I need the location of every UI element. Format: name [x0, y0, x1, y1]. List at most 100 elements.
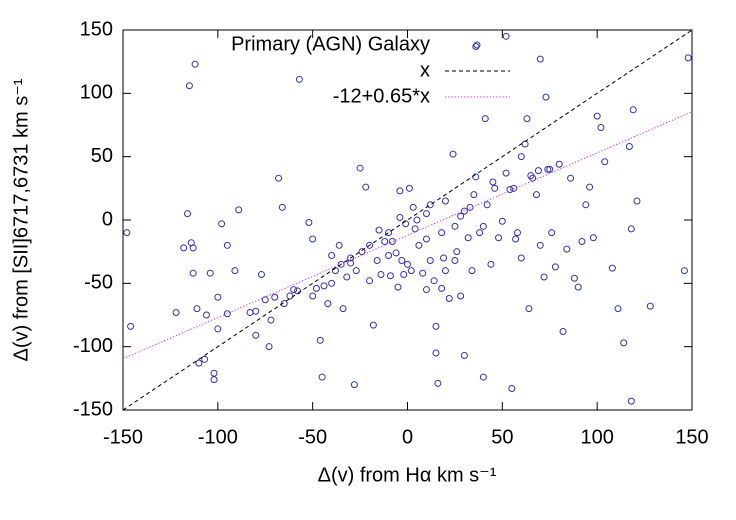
data-point — [620, 339, 628, 347]
data-point — [536, 241, 544, 249]
data-point — [193, 305, 201, 313]
data-point — [567, 174, 575, 182]
data-point — [514, 229, 522, 237]
legend-marker — [473, 41, 481, 49]
data-point — [295, 75, 303, 83]
data-point — [432, 322, 440, 330]
data-point — [328, 279, 336, 287]
data-point — [343, 273, 351, 281]
data-point — [388, 238, 396, 246]
data-point — [608, 264, 616, 272]
data-point — [223, 241, 231, 249]
data-point — [373, 257, 381, 265]
data-point — [502, 169, 510, 177]
data-point — [479, 222, 487, 230]
data-point — [489, 178, 497, 186]
data-point — [381, 238, 389, 246]
x-tick-label: 100 — [580, 426, 613, 448]
data-point — [267, 316, 275, 324]
fit-line — [122, 111, 693, 360]
data-point — [356, 164, 364, 172]
data-point — [183, 210, 191, 218]
data-point — [430, 277, 438, 285]
data-point — [328, 251, 336, 259]
x-axis-label: Δ(v) from Hα km s⁻¹ — [318, 464, 497, 486]
data-point — [472, 42, 480, 50]
x-tick-label: 0 — [402, 426, 413, 448]
data-point — [339, 305, 347, 313]
data-point — [495, 234, 503, 242]
data-point — [457, 212, 465, 220]
data-point — [396, 213, 404, 221]
data-point — [275, 174, 283, 182]
data-point — [407, 267, 415, 275]
data-point — [508, 384, 516, 392]
data-point — [214, 325, 222, 333]
data-point — [684, 54, 692, 62]
data-point — [551, 263, 559, 271]
data-point — [377, 270, 385, 278]
data-point — [432, 349, 440, 357]
data-point — [320, 282, 328, 290]
data-point — [536, 55, 544, 63]
data-point — [451, 257, 459, 265]
data-point — [517, 153, 525, 161]
data-point — [426, 257, 434, 265]
data-point — [261, 296, 269, 304]
data-point — [422, 286, 430, 294]
data-point — [491, 184, 499, 192]
data-point — [441, 267, 449, 275]
data-point — [392, 249, 400, 257]
data-point — [195, 359, 203, 367]
data-point — [460, 207, 468, 215]
data-point — [347, 254, 355, 262]
data-point — [614, 305, 622, 313]
data-point — [445, 295, 453, 303]
data-point — [127, 322, 135, 330]
data-point — [316, 336, 324, 344]
data-point — [574, 283, 582, 291]
data-point — [402, 220, 410, 228]
data-point — [593, 112, 601, 120]
data-point — [352, 267, 360, 275]
data-point — [534, 167, 542, 175]
data-point — [223, 310, 231, 318]
data-point — [498, 217, 506, 225]
data-point — [578, 238, 586, 246]
data-point — [466, 203, 474, 211]
data-point — [438, 284, 446, 292]
data-point — [404, 260, 411, 268]
data-point — [218, 220, 226, 228]
data-point — [324, 300, 332, 308]
y-tick-label: -100 — [73, 335, 113, 357]
data-point — [468, 267, 476, 275]
y-tick-label: -150 — [73, 398, 113, 420]
data-point — [506, 186, 514, 194]
data-point — [438, 229, 446, 237]
data-point — [206, 269, 214, 277]
data-point — [523, 115, 531, 123]
data-point — [189, 269, 197, 277]
data-point — [476, 229, 484, 237]
data-point — [385, 251, 393, 259]
data-point — [201, 355, 209, 363]
data-point — [419, 269, 427, 277]
data-point — [318, 373, 326, 381]
data-point — [555, 160, 563, 168]
data-point — [252, 307, 260, 315]
data-point — [548, 229, 556, 237]
data-point — [257, 270, 265, 278]
data-point — [527, 172, 535, 180]
data-point — [627, 397, 635, 405]
data-point — [305, 219, 313, 227]
legend-label: x — [420, 59, 430, 81]
data-point — [481, 115, 489, 123]
data-point — [451, 222, 459, 230]
data-point — [278, 203, 286, 211]
data-point — [312, 284, 320, 292]
data-point — [422, 210, 430, 218]
data-point — [646, 302, 654, 310]
data-point — [449, 150, 457, 158]
data-point — [413, 216, 421, 224]
